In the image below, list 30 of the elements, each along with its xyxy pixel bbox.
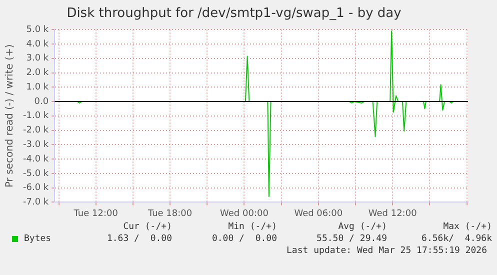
y-tick-label: 4.0 k (26, 39, 50, 50)
y-tick-label: -7.0 k (22, 198, 50, 208)
text: Cur (-/+) (122, 222, 172, 232)
y-tick-label: -3.0 k (22, 140, 50, 150)
chart-title: Disk throughput for /dev/smtp1-vg/swap_1 - by day (66, 6, 402, 22)
y-axis-title: Pr second read (-) / write (+) (4, 44, 16, 188)
text: 55.50 / 29.49 (316, 234, 387, 244)
x-tick-label: Wed 12:00 (368, 208, 418, 219)
text: Min (-/+) (227, 222, 277, 232)
legend-label: Bytes (24, 234, 52, 244)
y-tick-label: -2.0 k (22, 126, 50, 136)
y-tick-label: 0.0 (34, 96, 49, 107)
y-tick-label: -6.0 k (22, 183, 50, 194)
text: Avg (-/+) (337, 222, 387, 232)
y-tick-label: 5.0 k (26, 24, 50, 35)
y-tick-label: -4.0 k (22, 154, 50, 164)
y-tick-label: 2.0 k (26, 68, 50, 78)
x-tick-label: Tue 18:00 (146, 208, 192, 219)
text: 1.63 / 0.00 (106, 234, 172, 244)
y-tick-label: 3.0 k (26, 54, 50, 64)
x-tick-label: Tue 12:00 (72, 208, 118, 219)
text: Max (-/+) (442, 222, 492, 232)
x-tick-label: Wed 06:00 (294, 208, 343, 219)
x-tick-label: Wed 00:00 (220, 208, 269, 219)
y-tick-label: 1.0 k (26, 82, 50, 92)
y-tick-label: -5.0 k (22, 168, 50, 179)
text: 0.00 / 0.00 (210, 234, 277, 244)
y-tick-label: -1.0 k (22, 111, 50, 122)
text: Last update: Wed Mar 25 17:55:19 2026 (286, 246, 487, 256)
text: 6.56k/ 4.96k (420, 234, 492, 244)
